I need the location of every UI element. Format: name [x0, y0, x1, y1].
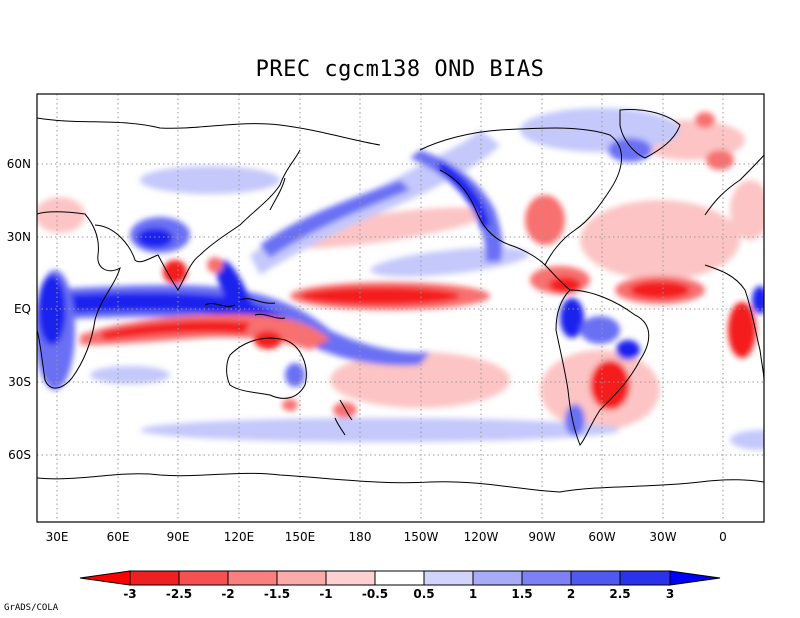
lon-label: 150W	[404, 530, 439, 544]
lat-label: EQ	[14, 302, 31, 316]
colorbar-end-low	[79, 570, 131, 586]
coastline-africa	[37, 211, 121, 389]
lon-label: 120W	[464, 530, 499, 544]
coastline-greenland	[619, 109, 681, 159]
coastlines	[37, 109, 764, 493]
bias-patch	[90, 366, 170, 384]
colorbar-label: 1.5	[511, 587, 532, 601]
colorbar-segment	[276, 570, 327, 586]
lat-label: 30S	[8, 375, 31, 389]
bias-patch	[752, 286, 764, 314]
bias-patch	[580, 316, 620, 344]
coastline-europe	[704, 154, 764, 216]
bias-patch	[38, 275, 66, 345]
bias-patch	[330, 352, 510, 408]
lon-label: 30E	[46, 530, 69, 544]
lon-label: 90E	[167, 530, 190, 544]
bias-patch	[140, 166, 280, 194]
bias-patch	[300, 287, 460, 305]
bias-patch	[207, 257, 223, 273]
colorbar-label: -1.5	[264, 587, 290, 601]
bias-patch	[333, 402, 357, 418]
map-title: PREC cgcm138 OND BIAS	[255, 57, 545, 82]
lon-label: 0	[719, 530, 727, 544]
colorbar-label: 0.5	[413, 587, 434, 601]
lat-label: 60S	[8, 448, 31, 462]
colorbar-segment	[423, 570, 474, 586]
colorbar-segment	[227, 570, 278, 586]
bias-patch	[285, 363, 305, 387]
colorbar-segment	[374, 570, 425, 586]
lat-label: 30N	[7, 230, 31, 244]
bias-patch	[616, 340, 640, 360]
bias-patch	[565, 404, 585, 436]
colorbar-label: 2	[567, 587, 575, 601]
bias-patch	[282, 399, 298, 411]
lon-label: 90W	[528, 530, 555, 544]
bias-patch	[100, 320, 250, 340]
coastline-east-asia	[199, 149, 301, 256]
bias-patch	[580, 200, 740, 280]
bias-patch	[163, 260, 187, 284]
colorbar-label: 3	[666, 587, 674, 601]
colorbar-end-high	[669, 570, 721, 586]
graticule	[37, 94, 764, 522]
coastline-australia	[226, 337, 307, 399]
coastline-antarctica	[37, 472, 764, 493]
lat-label: 60N	[7, 157, 31, 171]
coastline-japan	[269, 177, 286, 211]
colorbar-segment	[521, 570, 572, 586]
colorbar-label: -0.5	[362, 587, 388, 601]
bias-patch	[590, 360, 630, 410]
coastline-central-america	[544, 264, 571, 291]
coastline-south-america	[555, 289, 650, 446]
bias-patch	[37, 197, 85, 233]
bias-patch	[728, 302, 756, 358]
bias-patch	[260, 180, 410, 258]
coastline-north-america	[419, 127, 623, 266]
bias-patch	[525, 195, 565, 245]
coastline-africa-east	[704, 264, 764, 381]
bias-patch	[608, 138, 652, 162]
coastline-new-zealand	[334, 399, 353, 436]
bias-patch	[695, 112, 715, 128]
bias-patch	[730, 180, 764, 240]
map-frame	[36, 93, 765, 523]
colorbar-label: 2.5	[609, 587, 630, 601]
colorbar-segment	[178, 570, 229, 586]
lon-label: 60E	[107, 530, 130, 544]
lon-label: 120E	[224, 530, 255, 544]
bias-patch	[630, 281, 690, 299]
bias-patch	[560, 298, 584, 338]
colorbar-segment	[129, 570, 180, 586]
colorbar-segment	[472, 570, 523, 586]
bias-patch	[254, 331, 282, 349]
lon-label: 180	[349, 530, 372, 544]
bias-patch	[730, 430, 764, 450]
credit-label: GrADS/COLA	[4, 603, 59, 613]
colorbar-segment	[619, 570, 671, 586]
coastline-eurasia	[37, 117, 381, 146]
lon-label: 60W	[588, 530, 615, 544]
colorbar-label: 1	[469, 587, 477, 601]
colorbar-label: -2	[221, 587, 234, 601]
colorbar	[79, 570, 721, 586]
bias-patch	[140, 418, 620, 442]
colorbar-label: -1	[319, 587, 332, 601]
colorbar-segment	[570, 570, 621, 586]
colorbar-segment	[325, 570, 376, 586]
lon-label: 150E	[285, 530, 316, 544]
bias-patch	[520, 108, 680, 152]
colorbar-label: -3	[123, 587, 136, 601]
bias-patch	[137, 228, 173, 248]
colorbar-label: -2.5	[166, 587, 192, 601]
lon-label: 30W	[649, 530, 676, 544]
bias-patch	[706, 150, 734, 170]
coastline-south-asia	[94, 224, 201, 291]
coastline-maritime	[204, 298, 286, 319]
